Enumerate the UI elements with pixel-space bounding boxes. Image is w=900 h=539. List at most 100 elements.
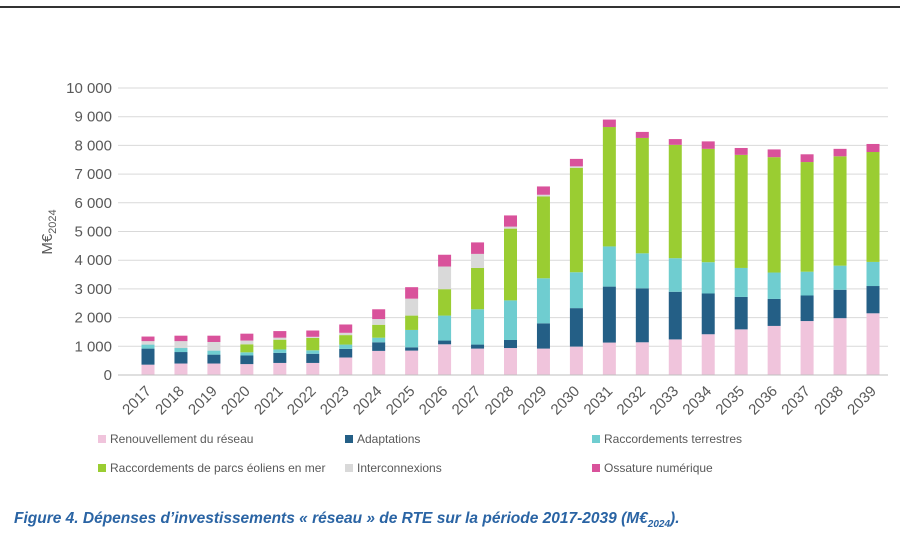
bar-segment [141, 341, 155, 345]
y-tick-label: 7 000 [74, 166, 112, 183]
bar-segment [405, 287, 419, 299]
x-tick-label: 2031 [581, 383, 617, 419]
bar-segment [536, 348, 550, 375]
bar-segment [668, 144, 682, 259]
y-axis-label: M€2024 [39, 209, 59, 254]
bar-segment [141, 336, 155, 342]
bar-segment [339, 335, 353, 345]
y-tick-label: 6 000 [74, 195, 112, 212]
bar-segment [339, 357, 353, 375]
y-tick-label: 10 000 [66, 80, 112, 97]
x-tick-label: 2028 [482, 383, 518, 419]
x-tick-label: 2023 [317, 383, 353, 419]
bar-segment [306, 336, 320, 338]
bar-segment [471, 253, 485, 268]
bar-segment [471, 242, 485, 254]
stacked-bar-chart: 0 1 000 2 000 3 000 4 000 5 000 6 000 7 000 8 00… [39, 80, 888, 475]
bar-segment [273, 362, 287, 375]
bar-segment [569, 346, 583, 375]
bar-segment [734, 329, 748, 375]
bar-segment [273, 337, 287, 340]
bar-segment [372, 350, 386, 375]
bar-segment [141, 348, 155, 365]
bar-segment [306, 337, 320, 351]
bar-segment [141, 344, 155, 349]
bar-segment [602, 119, 616, 128]
bar-segment [734, 147, 748, 155]
legend-label: Raccordements de parcs éoliens en mer [110, 461, 325, 475]
bar-segment [471, 344, 485, 349]
legend-label: Ossature numérique [604, 461, 713, 475]
x-tick-label: 2037 [778, 383, 814, 419]
bar-segment [734, 267, 748, 297]
caption-end: ). [670, 510, 680, 527]
bar-segment [866, 143, 880, 153]
x-tick-label: 2022 [284, 383, 320, 419]
bar-segment [438, 254, 452, 267]
bar-segment [504, 339, 517, 349]
caption-text: Figure 4. Dépenses d’investissements « r… [14, 510, 648, 527]
y-tick-label: 2 000 [74, 310, 112, 327]
y-tick-label: 9 000 [74, 109, 112, 126]
bar-segment [668, 291, 682, 340]
x-tick-label: 2029 [515, 383, 551, 419]
bar-segment [569, 158, 583, 167]
bar-segment [635, 253, 649, 289]
bar-segment [273, 331, 287, 338]
x-tick-label: 2039 [844, 383, 880, 419]
bar-segment [800, 162, 814, 272]
x-tick-label: 2038 [811, 383, 847, 419]
bar-segment [240, 344, 254, 353]
bar-segment [833, 156, 847, 266]
x-tick-label: 2024 [350, 383, 386, 419]
bar-segment [174, 352, 188, 364]
bar-segment [438, 266, 452, 290]
bar-segment [569, 166, 583, 168]
x-tick-label: 2019 [185, 383, 221, 419]
bar-segment [767, 298, 781, 326]
bar-segment [833, 289, 847, 319]
x-tick-label: 2035 [712, 383, 748, 419]
bar-segment [734, 296, 748, 330]
y-tick-label: 8 000 [74, 137, 112, 154]
bar-segment [800, 295, 814, 322]
bar-segment [635, 288, 649, 343]
bar-segment [405, 298, 419, 316]
bar-segment [405, 350, 419, 375]
bar-segment [438, 289, 452, 316]
bar-segment [207, 354, 221, 364]
bar-segment [668, 258, 682, 292]
bar-segment [701, 148, 715, 263]
bar-segment [504, 228, 517, 301]
legend-swatch [98, 464, 106, 472]
bar-segment [339, 344, 353, 349]
bar-segment [306, 330, 320, 337]
bar-segment [339, 332, 353, 336]
bar-segment [207, 363, 221, 375]
figure-caption: Figure 4. Dépenses d’investissements « r… [14, 510, 680, 530]
bar-segment [569, 167, 583, 273]
bar-segment [273, 339, 287, 350]
bar-segment [569, 308, 583, 347]
legend-swatch [98, 435, 106, 443]
bar-segment [405, 347, 419, 351]
bar-segment [767, 272, 781, 299]
x-tick-label: 2025 [383, 383, 419, 419]
y-tick-label: 5 000 [74, 224, 112, 241]
bar-segment [174, 348, 188, 353]
bar-segment [536, 196, 550, 279]
bar-segment [438, 315, 452, 341]
legend-label: Interconnexions [357, 461, 442, 475]
bar-segment [306, 353, 320, 363]
legend-label: Raccordements terrestres [604, 432, 742, 446]
bar-segment [306, 350, 320, 354]
x-tick-label: 2033 [646, 383, 682, 419]
bar-segment [372, 342, 386, 351]
legend-label: Adaptations [357, 432, 420, 446]
bar-segment [339, 348, 353, 358]
bar-segment [701, 334, 715, 375]
bar-segment [569, 272, 583, 309]
bar-segment [240, 352, 254, 356]
bar-segment [471, 267, 485, 310]
bar-segment [635, 137, 649, 254]
